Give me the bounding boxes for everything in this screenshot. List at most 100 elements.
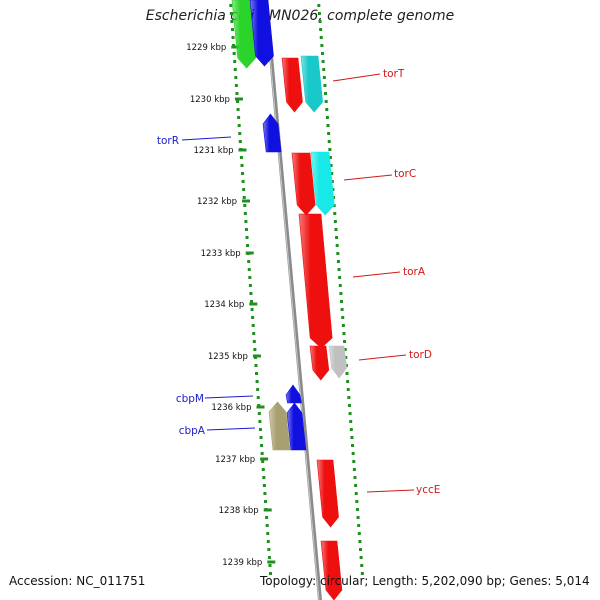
outer-dot — [350, 436, 354, 439]
outer-dot — [344, 356, 348, 359]
inner-dot — [253, 348, 257, 351]
inner-dot — [261, 460, 265, 463]
gene-label-yccE: yccE — [416, 484, 440, 496]
gene-label-torR: torR — [157, 135, 179, 147]
backbone-line — [264, 0, 322, 600]
scale-label: 1236 kbp — [211, 403, 251, 413]
outer-dot — [355, 508, 359, 511]
gene-label-cbpM: cbpM — [176, 393, 204, 405]
outer-dot — [321, 60, 325, 63]
gene-label-torT: torT — [383, 68, 405, 80]
scale-label: 1230 kbp — [190, 95, 230, 105]
gene-label-torA: torA — [403, 266, 426, 278]
inner-dot — [260, 444, 264, 447]
inner-dot — [247, 268, 251, 271]
inner-dot — [235, 92, 239, 95]
inner-dot — [240, 164, 244, 167]
outer-dot — [317, 4, 321, 7]
inner-dot — [252, 340, 256, 343]
gene-arrow-torT — [281, 57, 303, 113]
outer-dot — [336, 260, 340, 263]
outer-dot — [356, 516, 360, 519]
outer-dot — [328, 148, 332, 151]
gene-arrow-unnamed-0 — [231, 0, 256, 69]
outer-dot — [330, 180, 334, 183]
outer-dot — [351, 444, 355, 447]
outer-dot — [349, 420, 353, 423]
outer-dot — [360, 572, 364, 575]
inner-dot — [267, 548, 271, 551]
outer-dot — [322, 68, 326, 71]
outer-dot — [319, 36, 323, 39]
outer-dot — [340, 308, 344, 311]
outer-dot — [338, 284, 342, 287]
outer-dot — [340, 300, 343, 303]
inner-dot — [237, 124, 241, 127]
outer-dot — [355, 500, 359, 503]
outer-dot — [349, 428, 353, 431]
gene-label-leader — [332, 73, 381, 82]
gene-label-torD: torD — [409, 349, 432, 361]
outer-dot — [346, 388, 350, 391]
gene-arrow-torA — [298, 213, 333, 349]
gene-arrow-torC — [291, 152, 316, 216]
outer-dot — [357, 524, 361, 527]
inner-dot — [256, 396, 260, 399]
inner-dot — [243, 204, 247, 207]
outer-dot — [357, 532, 361, 535]
outer-dot — [335, 236, 339, 239]
topology-label: Topology: circular; Length: 5,202,090 bp… — [260, 574, 590, 588]
inner-dot — [239, 156, 243, 159]
scale-label: 1231 kbp — [193, 146, 233, 156]
inner-dot — [242, 188, 246, 191]
outer-dot — [317, 12, 321, 15]
inner-dot — [229, 4, 233, 7]
inner-dot — [234, 76, 238, 79]
outer-dot — [354, 484, 358, 487]
outer-dot — [345, 372, 349, 375]
gene-arrow-unnamed-6 — [310, 151, 335, 216]
outer-dot — [324, 100, 328, 103]
inner-dot — [254, 364, 258, 367]
inner-dot — [252, 332, 256, 335]
inner-dot — [233, 60, 237, 63]
gene-arrow-unnamed-9 — [328, 345, 347, 379]
inner-dot — [261, 468, 265, 471]
inner-dot — [250, 300, 253, 303]
gene-label-torC: torC — [394, 168, 416, 180]
scale-label: 1229 kbp — [186, 43, 226, 53]
inner-dot — [229, 12, 233, 15]
scale-label: 1237 kbp — [215, 455, 255, 465]
inner-dot — [248, 284, 252, 287]
outer-dot — [342, 332, 346, 335]
outer-dot — [336, 252, 340, 255]
gene-arrow-unnamed-1 — [249, 0, 274, 67]
outer-dot — [328, 156, 332, 159]
outer-dot — [341, 324, 345, 327]
outer-dot — [343, 348, 347, 351]
outer-dot — [327, 132, 331, 135]
gene-label-leader — [352, 271, 401, 278]
outer-dot — [322, 76, 326, 79]
inner-dot — [241, 180, 245, 183]
inner-dot — [269, 572, 273, 575]
outer-dot — [324, 92, 328, 95]
inner-dot — [246, 244, 250, 247]
outer-dot — [352, 468, 356, 471]
gene-arrow-unnamed-12 — [268, 401, 291, 451]
inner-dot — [238, 140, 242, 143]
outer-dot — [353, 476, 357, 479]
inner-dot — [231, 36, 235, 39]
inner-dot — [260, 452, 264, 455]
scale-label: 1234 kbp — [204, 300, 244, 310]
inner-dot — [236, 108, 240, 111]
scale-label: 1235 kbp — [208, 352, 248, 362]
inner-dot — [268, 564, 272, 567]
outer-dot — [343, 340, 347, 343]
outer-dot — [334, 228, 338, 231]
outer-dot — [348, 412, 352, 415]
outer-dot — [330, 172, 334, 175]
inner-dot — [263, 492, 267, 495]
